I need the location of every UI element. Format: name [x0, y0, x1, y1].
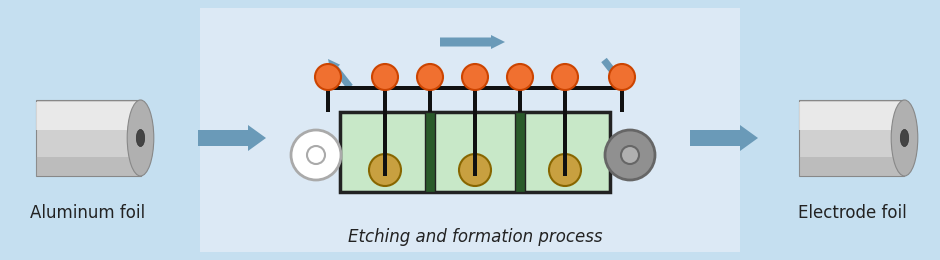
- Ellipse shape: [307, 146, 325, 164]
- Text: Electrode foil: Electrode foil: [798, 204, 906, 222]
- FancyArrow shape: [328, 59, 352, 89]
- Ellipse shape: [417, 64, 443, 90]
- Ellipse shape: [127, 100, 154, 176]
- Bar: [473, 112, 477, 176]
- Bar: [800, 102, 904, 131]
- Bar: [36, 100, 140, 176]
- Ellipse shape: [891, 100, 917, 176]
- Bar: [620, 90, 624, 112]
- Bar: [430, 112, 520, 192]
- Bar: [518, 90, 522, 112]
- Ellipse shape: [621, 146, 639, 164]
- Bar: [340, 112, 610, 192]
- Ellipse shape: [369, 154, 401, 186]
- Ellipse shape: [609, 64, 635, 90]
- Ellipse shape: [372, 64, 398, 90]
- Ellipse shape: [507, 64, 533, 90]
- Bar: [383, 90, 387, 112]
- FancyArrow shape: [440, 35, 505, 49]
- FancyArrow shape: [602, 58, 626, 88]
- Ellipse shape: [315, 64, 341, 90]
- Bar: [383, 112, 387, 176]
- Bar: [563, 90, 567, 112]
- Ellipse shape: [462, 64, 488, 90]
- Ellipse shape: [549, 154, 581, 186]
- Bar: [520, 112, 610, 192]
- Ellipse shape: [136, 129, 145, 147]
- Bar: [36, 102, 140, 131]
- Bar: [515, 112, 525, 192]
- Bar: [340, 112, 430, 192]
- Bar: [800, 157, 904, 176]
- Ellipse shape: [605, 130, 655, 180]
- FancyArrow shape: [690, 125, 758, 151]
- Ellipse shape: [459, 154, 491, 186]
- FancyArrow shape: [198, 125, 266, 151]
- Ellipse shape: [901, 129, 909, 147]
- Bar: [425, 112, 435, 192]
- Bar: [200, 8, 740, 252]
- Text: Aluminum foil: Aluminum foil: [30, 204, 146, 222]
- Bar: [36, 157, 140, 176]
- Bar: [328, 86, 622, 90]
- Bar: [563, 112, 567, 176]
- Ellipse shape: [552, 64, 578, 90]
- Ellipse shape: [291, 130, 341, 180]
- Bar: [800, 100, 904, 176]
- Bar: [326, 90, 330, 112]
- Bar: [428, 90, 432, 112]
- Bar: [473, 90, 477, 112]
- Text: Etching and formation process: Etching and formation process: [348, 228, 603, 246]
